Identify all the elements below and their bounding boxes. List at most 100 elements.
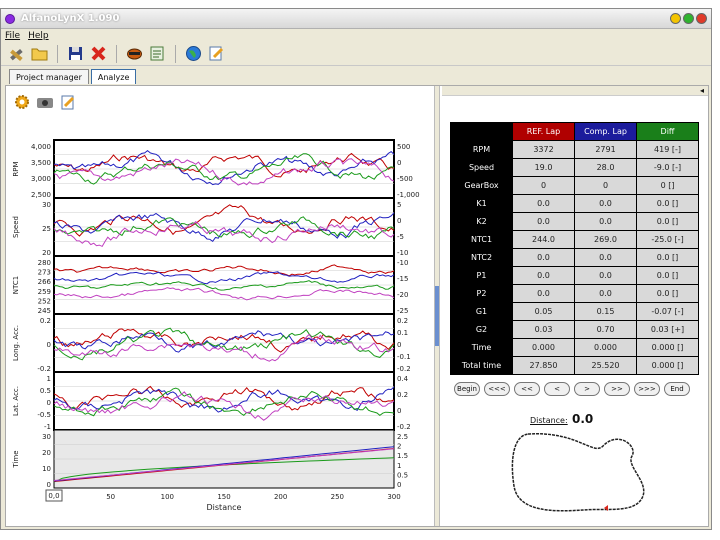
save-icon[interactable] <box>66 44 85 63</box>
table-row: Speed 19.0 28.0 -9.0 [-] <box>450 158 699 177</box>
series-line <box>53 264 395 277</box>
maximize-icon[interactable] <box>683 13 694 24</box>
edit-icon[interactable] <box>207 44 226 63</box>
y2-tick-label: -0.2 <box>397 365 411 373</box>
tab-bar: Project manager Analyze <box>1 66 711 84</box>
menu-file[interactable]: File <box>5 30 21 41</box>
y2-tick-label: -20 <box>397 291 408 299</box>
y-tick-label: 245 <box>38 307 51 315</box>
y-tick-label: 273 <box>38 269 51 277</box>
y2-tick-label: 5 <box>397 201 401 209</box>
camera-icon[interactable] <box>36 94 54 113</box>
y2-tick-label: -10 <box>397 259 408 267</box>
nav-button[interactable]: << <box>514 382 540 396</box>
table-row: K1 0.0 0.0 0.0 [] <box>450 194 699 213</box>
track-map[interactable] <box>508 426 658 516</box>
y2-tick-label: 0.2 <box>397 317 408 325</box>
comp-lap-value: 0.0 <box>574 194 637 213</box>
row-label: G2 <box>450 320 513 339</box>
diff-value: 0.0 [] <box>636 212 699 231</box>
series-line <box>53 152 395 178</box>
close-icon[interactable] <box>696 13 707 24</box>
nav-button[interactable]: < <box>544 382 570 396</box>
delete-icon[interactable] <box>89 44 108 63</box>
splitter-handle[interactable] <box>435 286 439 346</box>
y-tick-label: 0 <box>47 341 51 349</box>
x-tick-label: 200 <box>274 493 287 501</box>
x-tick-label: 250 <box>331 493 344 501</box>
lap-navigation: Begin <<< << < > >> >>> End <box>454 382 690 396</box>
app-logo-icon <box>5 13 15 24</box>
y2-tick-label: -500 <box>397 175 413 183</box>
series-line <box>53 221 395 248</box>
panel-header: ◂ <box>442 86 708 96</box>
table-row: P2 0.0 0.0 0.0 [] <box>450 284 699 303</box>
nav-button[interactable]: >>> <box>634 382 660 396</box>
ref-lap-value: 27.850 <box>512 356 575 375</box>
track-outline <box>511 433 645 512</box>
notes-icon[interactable] <box>60 94 76 113</box>
title-bar: AlfanoLynX 1.090 <box>1 9 711 29</box>
collapse-arrow-icon[interactable]: ◂ <box>699 86 704 95</box>
series-line <box>53 153 395 185</box>
tab-project-manager[interactable]: Project manager <box>9 69 89 84</box>
open-folder-icon[interactable] <box>30 44 49 63</box>
y2-tick-label: 0 <box>397 481 401 489</box>
gauge-icon[interactable] <box>125 44 144 63</box>
lap-comparison-table: REF. Lap Comp. Lap Diff RPM 3372 2791 419 [-]… <box>450 122 699 375</box>
y-tick-label: 0 <box>47 399 51 407</box>
main-toolbar <box>1 42 711 66</box>
panel-splitter[interactable] <box>434 86 440 526</box>
table-row: Total time 27.850 25.520 0.000 [] <box>450 356 699 375</box>
y2-tick-label: 500 <box>397 143 410 151</box>
ref-lap-value: 244.0 <box>512 230 575 249</box>
settings-gear-icon[interactable] <box>14 94 30 113</box>
telemetry-charts[interactable]: 4,0003,5003,0002,5005000-500-1,000RPM302… <box>8 136 432 526</box>
y2-tick-label: 0 <box>397 341 401 349</box>
nav-button[interactable]: > <box>574 382 600 396</box>
diff-value: 0 [] <box>636 176 699 195</box>
series-line <box>53 204 395 237</box>
export-icon[interactable] <box>148 44 167 63</box>
row-label: Time <box>450 338 513 357</box>
y-axis-label: Lat. Acc. <box>12 386 20 416</box>
row-label: P1 <box>450 266 513 285</box>
ref-lap-value: 0.05 <box>512 302 575 321</box>
x-zero-label: 0,0 <box>48 492 59 500</box>
ref-lap-value: 0 <box>512 176 575 195</box>
lap-compare-panel: ◂ REF. Lap Comp. Lap Diff RPM 3372 2791 419 [… <box>442 86 708 526</box>
y2-tick-label: -0.2 <box>397 423 411 431</box>
menu-help[interactable]: Help <box>28 30 49 41</box>
table-row: RPM 3372 2791 419 [-] <box>450 140 699 159</box>
series-line <box>53 280 395 291</box>
window-title: AlfanoLynX 1.090 <box>21 13 120 24</box>
comp-lap-value: 0.0 <box>574 248 637 267</box>
row-label: NTC2 <box>450 248 513 267</box>
nav-button[interactable]: Begin <box>454 382 480 396</box>
y-tick-label: 0.5 <box>40 387 51 395</box>
diff-value: 0.03 [+] <box>636 320 699 339</box>
nav-button[interactable]: >> <box>604 382 630 396</box>
table-row: G2 0.03 0.70 0.03 [+] <box>450 320 699 339</box>
y-axis-label: RPM <box>12 161 20 176</box>
tools-icon[interactable] <box>7 44 26 63</box>
app-window: AlfanoLynX 1.090 File Help <box>0 8 712 530</box>
globe-icon[interactable] <box>184 44 203 63</box>
ref-lap-value: 0.000 <box>512 338 575 357</box>
nav-button[interactable]: <<< <box>484 382 510 396</box>
y-tick-label: -0.2 <box>37 365 51 373</box>
series-line <box>53 212 395 242</box>
y-tick-label: 30 <box>42 201 51 209</box>
minimize-icon[interactable] <box>670 13 681 24</box>
nav-button[interactable]: End <box>664 382 690 396</box>
diff-value: -9.0 [-] <box>636 158 699 177</box>
table-row: NTC1 244.0 269.0 -25.0 [-] <box>450 230 699 249</box>
series-line <box>53 391 395 421</box>
y-tick-label: 266 <box>38 278 52 286</box>
y-tick-label: 252 <box>38 297 51 305</box>
y-tick-label: 25 <box>42 225 51 233</box>
y-axis-label: Speed <box>12 216 20 238</box>
tab-analyze[interactable]: Analyze <box>90 69 137 84</box>
column-header: REF. Lap <box>512 122 575 141</box>
analyze-panel: 4,000 3,500 3,000 2,500 500 0 -500 -1,000 RPM 30 2… <box>5 85 709 527</box>
